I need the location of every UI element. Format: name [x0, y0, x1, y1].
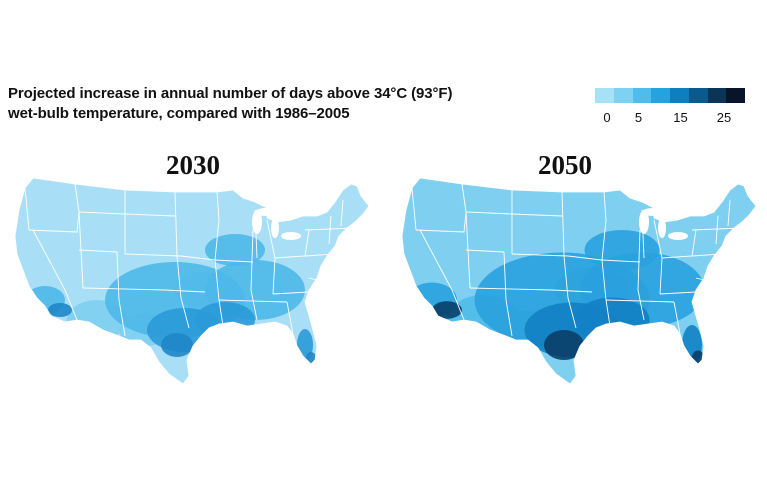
- state-border: [601, 259, 641, 263]
- great-lake: [255, 208, 279, 216]
- state-border: [340, 199, 344, 227]
- map-title-2030: 2030: [166, 150, 220, 180]
- state-border: [601, 191, 607, 261]
- state-border: [419, 229, 453, 291]
- state-border: [218, 299, 224, 327]
- legend-swatch-0: [595, 88, 614, 103]
- state-border: [214, 259, 254, 263]
- legend-tick-label: 15: [673, 110, 688, 125]
- heat-region-extreme: [306, 352, 316, 364]
- great-lake: [281, 232, 301, 240]
- color-legend: 0 5 15 25: [595, 88, 745, 128]
- legend-tick-label: 25: [716, 110, 732, 125]
- heat-region-extreme: [161, 333, 193, 357]
- legend-swatch-3: [651, 88, 670, 103]
- heat-region-high: [584, 230, 660, 270]
- state-borders: [24, 183, 356, 337]
- legend-swatch-1: [613, 88, 633, 103]
- title-line-1: Projected increase in annual number of d…: [8, 85, 453, 102]
- legend-swatch-4: [670, 88, 689, 103]
- state-border: [503, 251, 513, 337]
- us-map-2050: [401, 177, 757, 385]
- state-border: [673, 301, 681, 335]
- state-border: [250, 289, 258, 321]
- state-border: [24, 187, 30, 231]
- map-title-2050: 2050: [538, 150, 592, 180]
- state-border: [180, 297, 190, 329]
- heat-region-extreme: [544, 330, 584, 360]
- title-line-2: wet-bulb temperature, compared with 1986…: [8, 105, 350, 122]
- state-border: [415, 211, 467, 233]
- state-border: [605, 299, 675, 303]
- legend-color-bar: [595, 88, 745, 103]
- state-border: [561, 191, 565, 257]
- legend-ticks: 0 5 15 25: [595, 110, 745, 128]
- state-border: [174, 191, 178, 257]
- state-border: [411, 187, 417, 231]
- state-border: [328, 215, 332, 245]
- state-border: [286, 301, 294, 335]
- great-lake: [271, 218, 279, 238]
- state-border: [32, 229, 66, 291]
- heat-region-high: [205, 234, 265, 266]
- state-border: [715, 215, 719, 245]
- state-border: [451, 289, 465, 321]
- great-lake: [639, 210, 649, 234]
- chart-title: Projected increase in annual number of d…: [8, 84, 488, 124]
- heat-region-mid: [597, 342, 647, 378]
- great-lake: [658, 218, 666, 238]
- state-border: [567, 297, 577, 329]
- state-border: [659, 291, 697, 295]
- state-border: [64, 289, 78, 321]
- state-border: [511, 213, 563, 217]
- state-border: [637, 229, 641, 291]
- heat-region-mid: [215, 346, 255, 374]
- legend-swatch-7: [726, 88, 745, 103]
- state-border: [218, 299, 288, 303]
- state-border: [637, 289, 645, 321]
- state-border: [164, 289, 206, 293]
- legend-swatch-5: [688, 88, 708, 103]
- state-border: [214, 191, 220, 261]
- state-border: [272, 291, 310, 295]
- great-lake: [642, 208, 666, 216]
- state-border: [605, 299, 611, 327]
- heat-region-extreme: [432, 301, 462, 319]
- state-border: [727, 199, 731, 227]
- state-border: [469, 287, 553, 291]
- great-lake: [252, 210, 262, 234]
- legend-tick-label: 5: [634, 110, 643, 125]
- us-map-2030: [14, 177, 370, 385]
- state-border: [78, 249, 118, 253]
- legend-tick-label: 0: [603, 110, 611, 125]
- state-border: [465, 249, 505, 253]
- state-border: [82, 287, 166, 291]
- great-lake: [668, 232, 688, 240]
- state-border: [28, 211, 80, 233]
- legend-swatch-2: [632, 88, 652, 103]
- state-border: [116, 251, 126, 337]
- state-border: [250, 229, 254, 291]
- state-border: [551, 289, 593, 293]
- state-border: [124, 253, 182, 257]
- state-border: [124, 213, 176, 217]
- heat-region-extreme: [48, 303, 72, 317]
- state-border: [511, 253, 569, 257]
- legend-swatch-6: [707, 88, 727, 103]
- heat-region-hot: [574, 297, 650, 343]
